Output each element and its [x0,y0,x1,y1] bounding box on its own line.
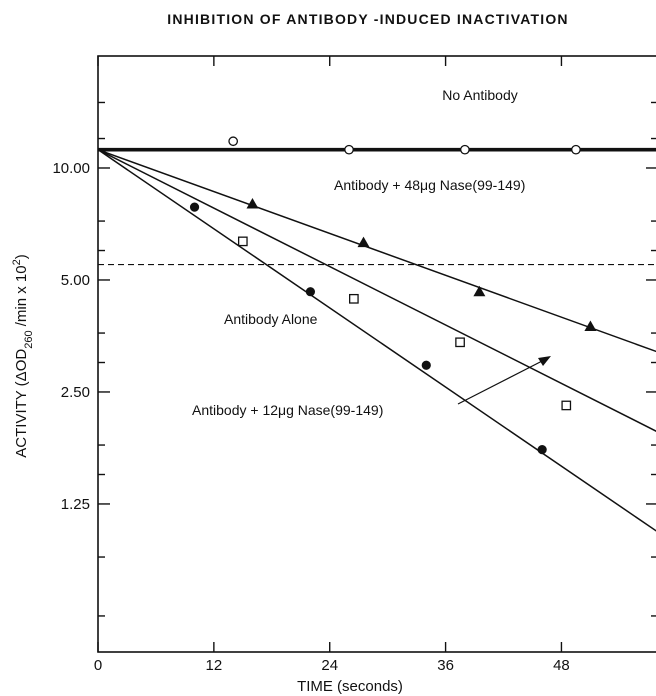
annotation-arrowhead [538,356,551,366]
annotation-arrow [457,357,549,405]
data-point-open-circle [344,144,354,155]
data-point-open-circle [228,136,239,147]
data-point-filled-triangle [246,198,259,209]
y-axis: 1.25 2.50 5.00 10.00 [52,101,656,617]
fit-line-series-3 [97,149,656,532]
data-points [189,136,597,455]
x-tick-label: 0 [94,657,102,674]
data-point-open-circle [571,144,581,155]
y-tick-label: 10.00 [52,160,90,177]
x-tick-label: 48 [553,657,570,674]
y-tick-label: 2.50 [61,384,90,401]
data-point-filled-circle [537,444,547,455]
data-point-open-square [561,400,572,411]
series-label-no-antibody: No Antibody [442,87,518,103]
x-axis: 0 12 24 36 48 [94,56,570,674]
data-point-filled-triangle [584,320,597,331]
chart-title: INHIBITION OF ANTIBODY -INDUCED INACTIVA… [167,11,569,27]
data-point-filled-circle [189,202,200,212]
plot-frame [97,55,656,653]
x-tick-label: 24 [321,657,338,674]
data-point-filled-triangle [357,236,370,248]
data-point-filled-triangle [473,285,486,297]
y-tick-label: 1.25 [61,496,90,513]
y-tick-label: 5.00 [61,272,90,289]
series-label-antibody-48: Antibody + 48μg Nase(99-149) [334,177,525,193]
data-point-filled-circle [421,360,431,370]
data-point-open-square [237,236,248,247]
fit-line-series-1 [97,148,656,353]
data-point-open-square [349,293,359,304]
data-point-filled-circle [305,287,316,297]
y-axis-label: ACTIVITY (ΔOD260 /min x 102) [11,254,35,457]
fit-lines [97,147,656,532]
data-point-open-circle [460,144,470,155]
series-label-antibody-12: Antibody + 12μg Nase(99-149) [192,402,383,418]
x-tick-label: 36 [437,657,454,674]
fit-line-series-2 [97,149,656,432]
series-label-antibody-alone: Antibody Alone [224,311,318,327]
data-point-open-square [455,337,465,348]
x-axis-label: TIME (seconds) [297,678,403,695]
x-tick-label: 12 [206,657,223,674]
